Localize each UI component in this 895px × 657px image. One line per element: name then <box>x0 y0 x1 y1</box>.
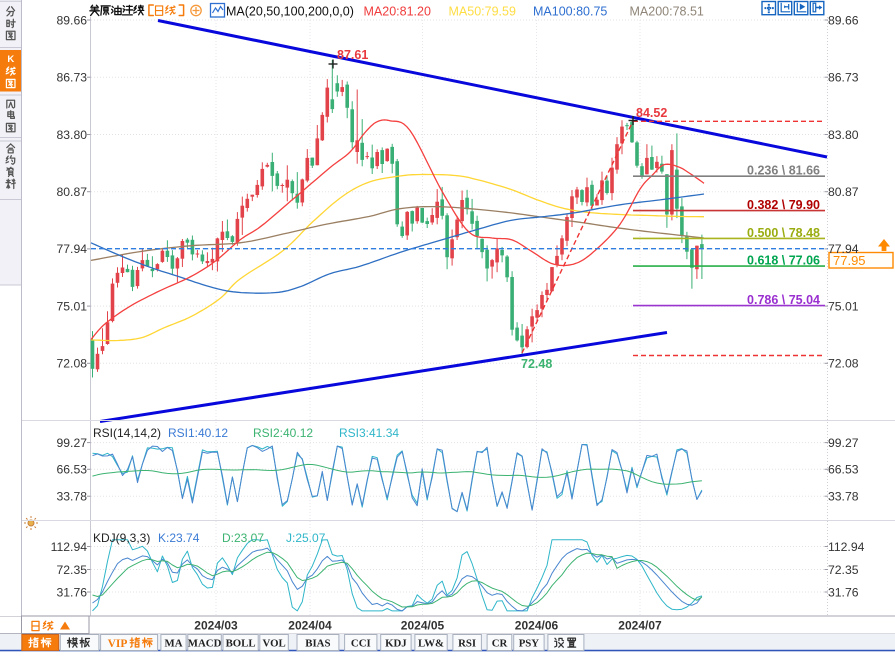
svg-text:PSY: PSY <box>519 638 540 650</box>
svg-text:83.80: 83.80 <box>828 128 859 142</box>
svg-text:86.73: 86.73 <box>828 71 859 85</box>
svg-text:80.87: 80.87 <box>828 185 859 199</box>
svg-text:VOL: VOL <box>263 638 286 650</box>
svg-text:0.500 \ 78.48: 0.500 \ 78.48 <box>747 226 820 240</box>
svg-text:0.786 \ 75.04: 0.786 \ 75.04 <box>747 293 820 307</box>
svg-text:0.618 \ 77.06: 0.618 \ 77.06 <box>747 254 820 268</box>
svg-text:CR: CR <box>492 638 508 650</box>
svg-text:VIP: VIP <box>108 638 128 650</box>
svg-text:2024/07: 2024/07 <box>618 619 662 633</box>
svg-text:RSI: RSI <box>458 638 476 650</box>
svg-text:MA: MA <box>165 638 183 650</box>
svg-text:77.94: 77.94 <box>828 242 859 256</box>
svg-text:31.76: 31.76 <box>828 585 859 599</box>
svg-text:112.94: 112.94 <box>828 540 865 554</box>
svg-text:2024/04: 2024/04 <box>288 619 332 633</box>
svg-text:2024/03: 2024/03 <box>194 619 238 633</box>
svg-text:99.27: 99.27 <box>828 436 859 450</box>
svg-text:RSI(14,14,2): RSI(14,14,2) <box>93 426 161 440</box>
svg-text:K: K <box>7 54 14 65</box>
svg-text:0.382 \ 79.90: 0.382 \ 79.90 <box>747 198 820 212</box>
svg-text:33.78: 33.78 <box>828 490 859 504</box>
svg-text:KDJ: KDJ <box>385 638 407 650</box>
svg-text:2024/05: 2024/05 <box>401 619 445 633</box>
svg-text:RSI1:40.12: RSI1:40.12 <box>168 426 228 440</box>
svg-text:D:23.07: D:23.07 <box>222 531 264 545</box>
svg-text:RSI3:41.34: RSI3:41.34 <box>339 426 399 440</box>
svg-text:MA50:79.59: MA50:79.59 <box>449 5 516 19</box>
svg-text:MA(20,50,100,200,0,0): MA(20,50,100,200,0,0) <box>226 5 354 19</box>
svg-text:31.76: 31.76 <box>57 585 88 599</box>
svg-text:86.73: 86.73 <box>57 71 88 85</box>
svg-text:LW&: LW& <box>418 638 444 650</box>
svg-text:K:23.74: K:23.74 <box>158 531 200 545</box>
svg-text:0.236 \ 81.66: 0.236 \ 81.66 <box>747 164 820 178</box>
svg-text:66.53: 66.53 <box>828 463 859 477</box>
svg-text:J:25.07: J:25.07 <box>286 531 326 545</box>
svg-text:89.66: 89.66 <box>828 13 859 27</box>
svg-text:72.08: 72.08 <box>828 357 859 371</box>
svg-text:77.94: 77.94 <box>57 242 88 256</box>
svg-text:KDJ(9,3,3): KDJ(9,3,3) <box>93 531 150 545</box>
svg-text:89.66: 89.66 <box>57 13 88 27</box>
svg-text:2024/06: 2024/06 <box>515 619 559 633</box>
svg-text:BIAS: BIAS <box>305 638 330 650</box>
svg-text:75.01: 75.01 <box>828 299 859 313</box>
svg-text:75.01: 75.01 <box>57 299 88 313</box>
svg-text:87.61: 87.61 <box>337 48 368 62</box>
svg-text:72.48: 72.48 <box>521 357 552 371</box>
svg-text:BOLL: BOLL <box>226 638 256 650</box>
svg-text:84.52: 84.52 <box>636 106 667 120</box>
svg-text:80.87: 80.87 <box>57 185 88 199</box>
svg-text:MA100:80.75: MA100:80.75 <box>533 5 607 19</box>
svg-text:72.08: 72.08 <box>57 357 88 371</box>
svg-text:99.27: 99.27 <box>57 436 88 450</box>
svg-text:112.94: 112.94 <box>51 540 88 554</box>
svg-text:72.35: 72.35 <box>828 563 859 577</box>
svg-text:33.78: 33.78 <box>57 490 88 504</box>
svg-text:RSI2:40.12: RSI2:40.12 <box>253 426 313 440</box>
svg-text:MA20:81.20: MA20:81.20 <box>364 5 431 19</box>
svg-text:83.80: 83.80 <box>57 128 88 142</box>
svg-text:MACD: MACD <box>188 638 222 650</box>
svg-text:MA200:78.51: MA200:78.51 <box>630 5 704 19</box>
svg-text:CCI: CCI <box>351 638 371 650</box>
svg-text:66.53: 66.53 <box>57 463 88 477</box>
svg-text:72.35: 72.35 <box>57 563 88 577</box>
